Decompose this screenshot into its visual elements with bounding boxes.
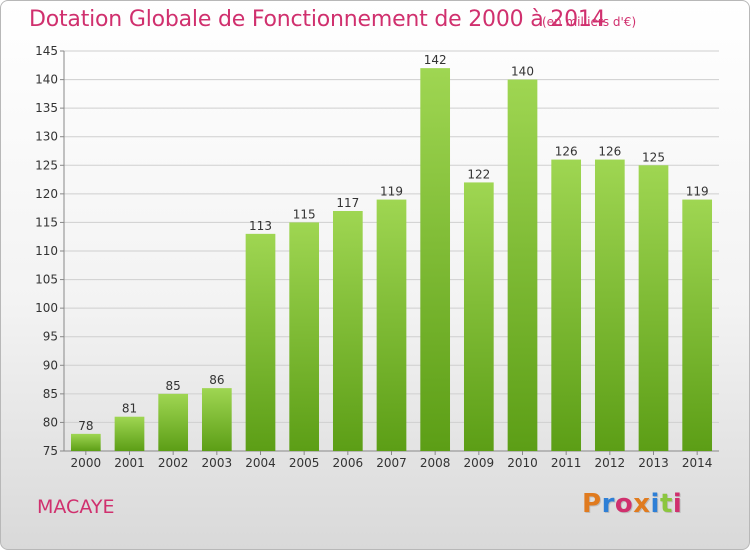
x-tick-label-2007: 2007: [376, 456, 407, 470]
bar-2013: [638, 165, 669, 452]
bar-2005: [289, 222, 320, 451]
logo-letter: r: [601, 489, 615, 519]
data-label-2005: 115: [293, 207, 316, 221]
bar-2003: [201, 388, 232, 451]
bar-2009: [463, 182, 494, 451]
x-tick-label-2000: 2000: [71, 456, 102, 470]
x-tick-label-2001: 2001: [114, 456, 145, 470]
y-tick-label: 115: [35, 215, 58, 229]
data-label-2014: 119: [686, 185, 709, 199]
bar-2006: [332, 211, 363, 451]
chart-subtitle: (en milliers d'€): [542, 15, 637, 29]
x-tick-label-2008: 2008: [420, 456, 451, 470]
y-tick-label: 90: [43, 358, 58, 372]
y-tick-label: 135: [35, 101, 58, 115]
y-tick-label: 140: [35, 73, 58, 87]
x-tick-label-2002: 2002: [158, 456, 189, 470]
logo-letter: i: [650, 489, 660, 519]
data-label-2002: 85: [166, 379, 181, 393]
data-label-2001: 81: [122, 402, 137, 416]
logo-letter: o: [614, 489, 634, 519]
x-tick-label-2011: 2011: [551, 456, 582, 470]
x-tick-label-2009: 2009: [464, 456, 495, 470]
bar-2001: [114, 416, 145, 451]
logo-letter: t: [659, 489, 673, 519]
proxiti-logo: Proxiti: [582, 489, 682, 519]
bar-2014: [682, 199, 713, 451]
bar-2002: [158, 393, 189, 451]
x-tick-label-2010: 2010: [507, 456, 538, 470]
data-labels: 78 81 85 86 113 115 117 119 142 122 140 126 126 125 11…: [78, 53, 708, 433]
data-label-2004: 113: [249, 219, 272, 233]
bar-2007: [376, 199, 407, 451]
y-tick-label: 75: [43, 444, 58, 458]
bar-2011: [551, 159, 582, 452]
x-tick-label-2003: 2003: [202, 456, 233, 470]
y-tick-label: 105: [35, 273, 58, 287]
y-tick-label: 110: [35, 244, 58, 258]
y-tick-label: 100: [35, 301, 58, 315]
data-label-2007: 119: [380, 185, 403, 199]
y-tick-label: 125: [35, 158, 58, 172]
logo-letter: i: [672, 489, 683, 519]
data-label-2006: 117: [336, 196, 359, 210]
data-label-2013: 125: [642, 150, 665, 164]
logo-letter: x: [633, 489, 651, 519]
data-label-2008: 142: [424, 53, 447, 67]
x-tick-label-2013: 2013: [638, 456, 669, 470]
x-tick-label-2005: 2005: [289, 456, 320, 470]
y-tick-label: 130: [35, 130, 58, 144]
data-label-2012: 126: [598, 145, 621, 159]
bars: [70, 68, 713, 452]
x-tick-label-2014: 2014: [682, 456, 713, 470]
y-tick-label: 80: [43, 415, 58, 429]
y-tick-label: 95: [43, 330, 58, 344]
y-tick-label: 85: [43, 387, 58, 401]
data-label-2000: 78: [78, 419, 93, 433]
bar-2004: [245, 233, 276, 451]
y-tick-label: 120: [35, 187, 58, 201]
x-tick-label-2012: 2012: [595, 456, 626, 470]
logo-letter: P: [582, 489, 602, 519]
data-label-2010: 140: [511, 65, 534, 79]
data-label-2011: 126: [555, 145, 578, 159]
commune-name: MACAYE: [37, 496, 115, 518]
x-tick-label-2006: 2006: [333, 456, 364, 470]
data-label-2009: 122: [467, 167, 490, 181]
chart-title: Dotation Globale de Fonctionnement de 20…: [29, 7, 606, 32]
bar-2010: [507, 79, 538, 452]
y-tick-label: 145: [35, 44, 58, 58]
data-label-2003: 86: [209, 373, 224, 387]
bar-2000: [70, 433, 101, 451]
x-tick-label-2004: 2004: [245, 456, 276, 470]
bar-2012: [594, 159, 625, 452]
bar-2008: [420, 68, 451, 452]
